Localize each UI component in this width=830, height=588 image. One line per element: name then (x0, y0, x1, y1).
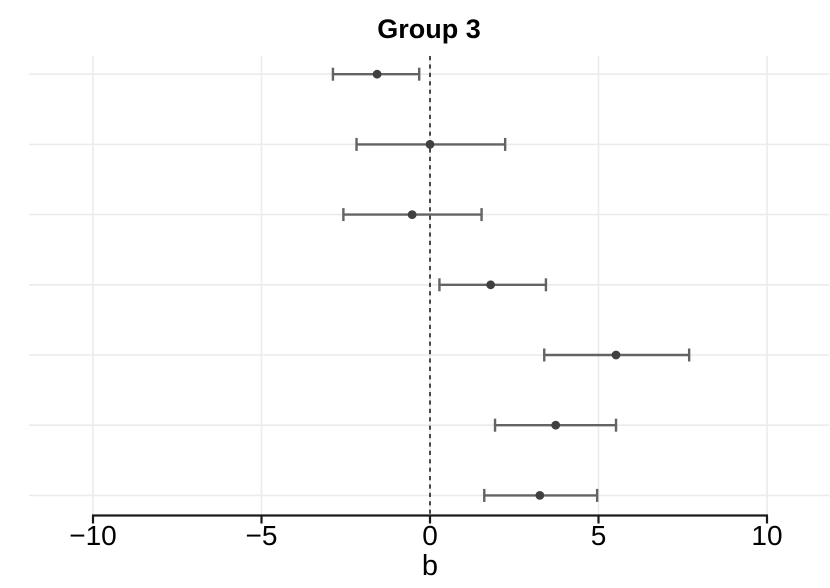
x-tick-label: 5 (591, 520, 607, 551)
errorbar-row (483, 488, 599, 502)
errorbar-row (493, 418, 618, 432)
x-tick-label: 10 (751, 520, 782, 551)
errorbar-row (342, 208, 483, 222)
errorbar-row (331, 67, 421, 81)
point-estimate (425, 140, 435, 149)
x-tick-label: −10 (69, 520, 117, 551)
point-estimate (372, 69, 382, 79)
x-axis-title: b (422, 550, 438, 582)
point-estimate (407, 210, 417, 220)
point-estimate (551, 420, 561, 430)
point-estimate (535, 491, 545, 500)
point-estimate (611, 350, 621, 360)
errorbar-row (543, 348, 691, 362)
x-tick-label: −5 (246, 520, 278, 551)
errorbar-row (438, 278, 548, 292)
chart-title: Group 3 (377, 14, 481, 44)
point-estimate (486, 280, 496, 290)
errorbar-row (355, 137, 507, 151)
x-tick-label: 0 (422, 520, 438, 551)
